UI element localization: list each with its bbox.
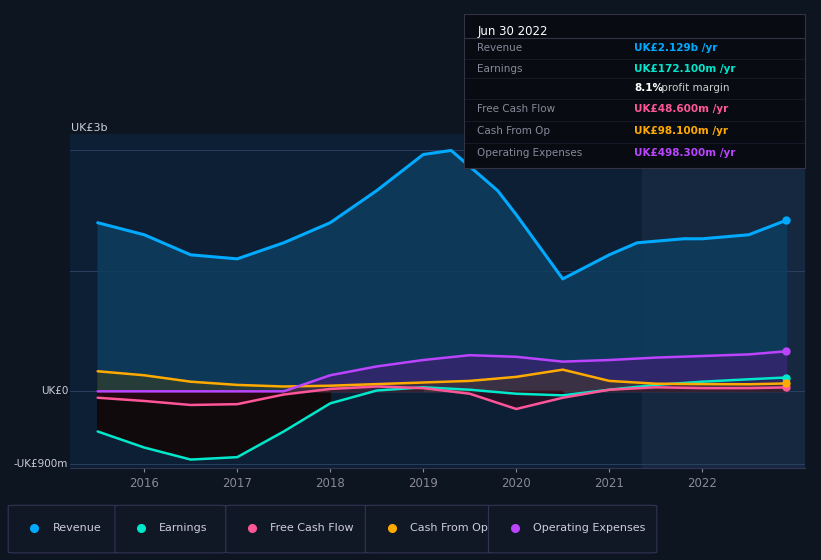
Text: UK£172.100m /yr: UK£172.100m /yr: [635, 64, 736, 74]
FancyBboxPatch shape: [226, 505, 369, 553]
Text: Earnings: Earnings: [478, 64, 523, 74]
Text: Operating Expenses: Operating Expenses: [533, 523, 645, 533]
Text: Cash From Op: Cash From Op: [478, 126, 551, 136]
Text: UK£98.100m /yr: UK£98.100m /yr: [635, 126, 728, 136]
Text: Cash From Op: Cash From Op: [410, 523, 488, 533]
FancyBboxPatch shape: [115, 505, 226, 553]
Text: Operating Expenses: Operating Expenses: [478, 148, 583, 157]
Text: Jun 30 2022: Jun 30 2022: [478, 25, 548, 38]
Text: UK£498.300m /yr: UK£498.300m /yr: [635, 148, 736, 157]
Text: Earnings: Earnings: [159, 523, 208, 533]
Text: 8.1%: 8.1%: [635, 83, 663, 93]
Text: -UK£900m: -UK£900m: [14, 459, 68, 469]
Text: Revenue: Revenue: [478, 43, 523, 53]
Text: Free Cash Flow: Free Cash Flow: [478, 105, 556, 114]
FancyBboxPatch shape: [488, 505, 657, 553]
Text: UK£0: UK£0: [41, 386, 68, 396]
Text: profit margin: profit margin: [658, 83, 730, 93]
Text: UK£3b: UK£3b: [71, 123, 108, 133]
FancyBboxPatch shape: [8, 505, 119, 553]
Text: Free Cash Flow: Free Cash Flow: [270, 523, 354, 533]
Text: UK£48.600m /yr: UK£48.600m /yr: [635, 105, 728, 114]
FancyBboxPatch shape: [365, 505, 493, 553]
Bar: [642, 134, 805, 468]
Text: UK£2.129b /yr: UK£2.129b /yr: [635, 43, 718, 53]
Text: Revenue: Revenue: [53, 523, 101, 533]
